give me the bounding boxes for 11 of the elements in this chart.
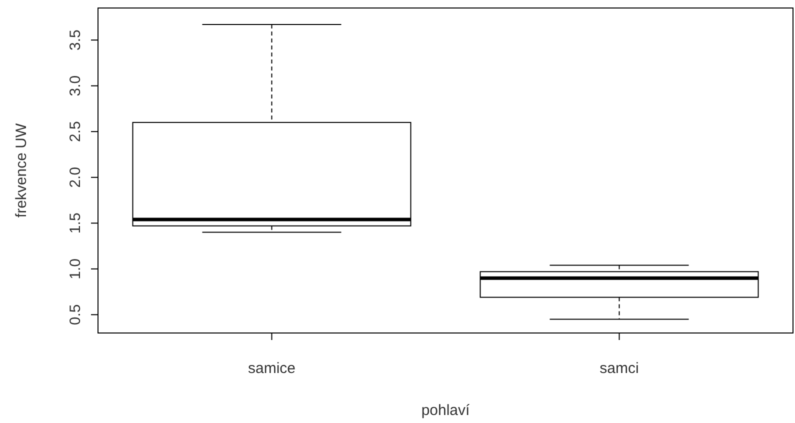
x-tick-label: samice	[248, 360, 296, 377]
y-tick-label: 0.5	[67, 304, 84, 326]
x-axis-title: pohlaví	[421, 402, 471, 419]
y-tick-label: 3.0	[67, 75, 84, 96]
y-tick-label: 2.0	[67, 166, 84, 188]
y-tick-label: 1.0	[67, 258, 84, 280]
y-axis-title: frekvence UW	[13, 122, 30, 218]
x-tick-label: samci	[600, 360, 639, 377]
y-tick-label: 3.5	[67, 30, 84, 50]
y-tick-label: 1.5	[67, 212, 84, 234]
y-tick-label: 2.5	[67, 121, 84, 142]
